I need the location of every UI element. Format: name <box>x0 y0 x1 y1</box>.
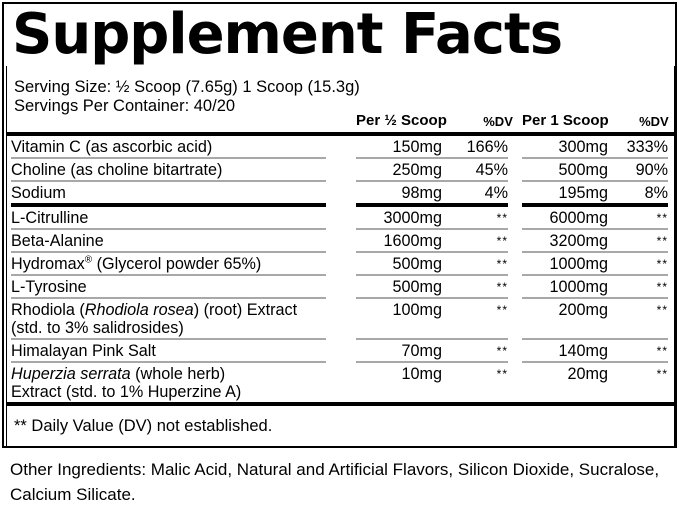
dv-per-one-scoop: ** <box>656 211 668 225</box>
dv-per-one-scoop: ** <box>656 367 668 381</box>
amount-per-half-scoop: 70mg <box>401 342 443 360</box>
serving-info: Serving Size: ½ Scoop (7.65g) 1 Scoop (1… <box>14 78 360 116</box>
amount-per-half-scoop: 250mg <box>392 161 443 179</box>
dv-per-one-scoop: ** <box>656 303 668 317</box>
dv-per-half-scoop: ** <box>496 234 508 248</box>
table-row: Himalayan Pink Salt 70mg ** 140mg ** <box>7 338 674 361</box>
ingredient-name: Huperzia serrata (whole herb) Extract (st… <box>11 361 326 402</box>
dv-per-one-scoop: 333% <box>626 138 668 156</box>
facts-table: Serving Size: ½ Scoop (7.65g) 1 Scoop (1… <box>6 66 675 446</box>
header-dv-one: %DV <box>639 114 669 129</box>
amount-per-one-scoop: 300mg <box>558 138 609 156</box>
dv-per-one-scoop: 90% <box>635 161 668 179</box>
amount-per-half-scoop: 150mg <box>392 138 443 156</box>
dv-per-half-scoop: 166% <box>466 138 508 156</box>
serving-header-area: Serving Size: ½ Scoop (7.65g) 1 Scoop (1… <box>7 66 674 132</box>
table-row: Choline (as choline bitartrate) 250mg 45% 5… <box>7 157 674 180</box>
amount-per-one-scoop: 3200mg <box>549 232 609 250</box>
table-rows: Vitamin C (as ascorbic acid) 150mg 166% 300… <box>7 132 674 402</box>
amount-per-one-scoop: 1000mg <box>549 278 609 296</box>
table-row: L-Tyrosine 500mg ** 1000mg ** <box>7 274 674 297</box>
header-dv-half: %DV <box>483 114 513 129</box>
dv-per-half-scoop: 4% <box>484 184 508 202</box>
amount-per-half-scoop: 100mg <box>392 301 443 319</box>
dv-per-one-scoop: ** <box>656 280 668 294</box>
dv-per-one-scoop: ** <box>656 257 668 271</box>
ingredient-name: Choline (as choline bitartrate) <box>11 157 326 180</box>
page-title: Supplement Facts <box>12 2 563 67</box>
amount-per-half-scoop: 3000mg <box>383 209 443 227</box>
ingredient-name: L-Tyrosine <box>11 274 326 297</box>
table-row: L-Citrulline 3000mg ** 6000mg ** <box>7 207 674 228</box>
ingredient-name: Hydromax® (Glycerol powder 65%) <box>11 251 326 274</box>
other-ingredients: Other Ingredients: Malic Acid, Natural a… <box>10 460 660 504</box>
dv-per-half-scoop: ** <box>496 344 508 358</box>
table-row: Hydromax® (Glycerol powder 65%) 500mg ** 10… <box>7 251 674 274</box>
amount-per-half-scoop: 98mg <box>401 184 443 202</box>
amount-per-one-scoop: 195mg <box>558 184 609 202</box>
amount-per-one-scoop: 20mg <box>567 365 609 383</box>
dv-per-half-scoop: 45% <box>475 161 508 179</box>
supplement-facts-panel: Supplement Facts Serving Size: ½ Scoop (… <box>2 2 677 448</box>
dv-per-half-scoop: ** <box>496 211 508 225</box>
ingredient-name: Beta-Alanine <box>11 228 326 251</box>
ingredient-name: Sodium <box>11 180 326 203</box>
amount-per-one-scoop: 6000mg <box>549 209 609 227</box>
amount-per-one-scoop: 140mg <box>558 342 609 360</box>
table-row: Beta-Alanine 1600mg ** 3200mg ** <box>7 228 674 251</box>
amount-per-half-scoop: 10mg <box>401 365 443 383</box>
column-headers: Per ½ Scoop %DV Per 1 Scoop %DV <box>11 112 669 129</box>
table-row: Vitamin C (as ascorbic acid) 150mg 166% 300… <box>7 136 674 157</box>
dv-per-half-scoop: ** <box>496 367 508 381</box>
table-row: Huperzia serrata (whole herb) Extract (st… <box>7 361 674 402</box>
dv-per-one-scoop: ** <box>656 344 668 358</box>
dv-per-one-scoop: ** <box>656 234 668 248</box>
amount-per-half-scoop: 1600mg <box>383 232 443 250</box>
section-divider <box>7 203 674 207</box>
amount-per-one-scoop: 500mg <box>558 161 609 179</box>
amount-per-one-scoop: 200mg <box>558 301 609 319</box>
dv-per-half-scoop: ** <box>496 257 508 271</box>
table-row: Sodium 98mg 4% 195mg 8% <box>7 180 674 203</box>
amount-per-one-scoop: 1000mg <box>549 255 609 273</box>
footnote: ** Daily Value (DV) not established. <box>7 402 674 446</box>
ingredient-name: Vitamin C (as ascorbic acid) <box>11 138 213 156</box>
dv-per-half-scoop: ** <box>496 303 508 317</box>
amount-per-half-scoop: 500mg <box>392 255 443 273</box>
header-per-one-scoop: Per 1 Scoop <box>522 112 609 129</box>
amount-per-half-scoop: 500mg <box>392 278 443 296</box>
dv-per-half-scoop: ** <box>496 280 508 294</box>
ingredient-name: Rhodiola (Rhodiola rosea) (root) Extract… <box>11 297 326 338</box>
ingredient-name: L-Citrulline <box>11 209 89 227</box>
header-per-half-scoop: Per ½ Scoop <box>356 112 447 129</box>
table-row: Rhodiola (Rhodiola rosea) (root) Extract… <box>7 297 674 338</box>
ingredient-name: Himalayan Pink Salt <box>11 338 326 361</box>
servings-per-container: Servings Per Container: 40/20 <box>14 97 236 115</box>
serving-size: Serving Size: ½ Scoop (7.65g) 1 Scoop (1… <box>14 78 360 96</box>
dv-per-one-scoop: 8% <box>644 184 668 202</box>
